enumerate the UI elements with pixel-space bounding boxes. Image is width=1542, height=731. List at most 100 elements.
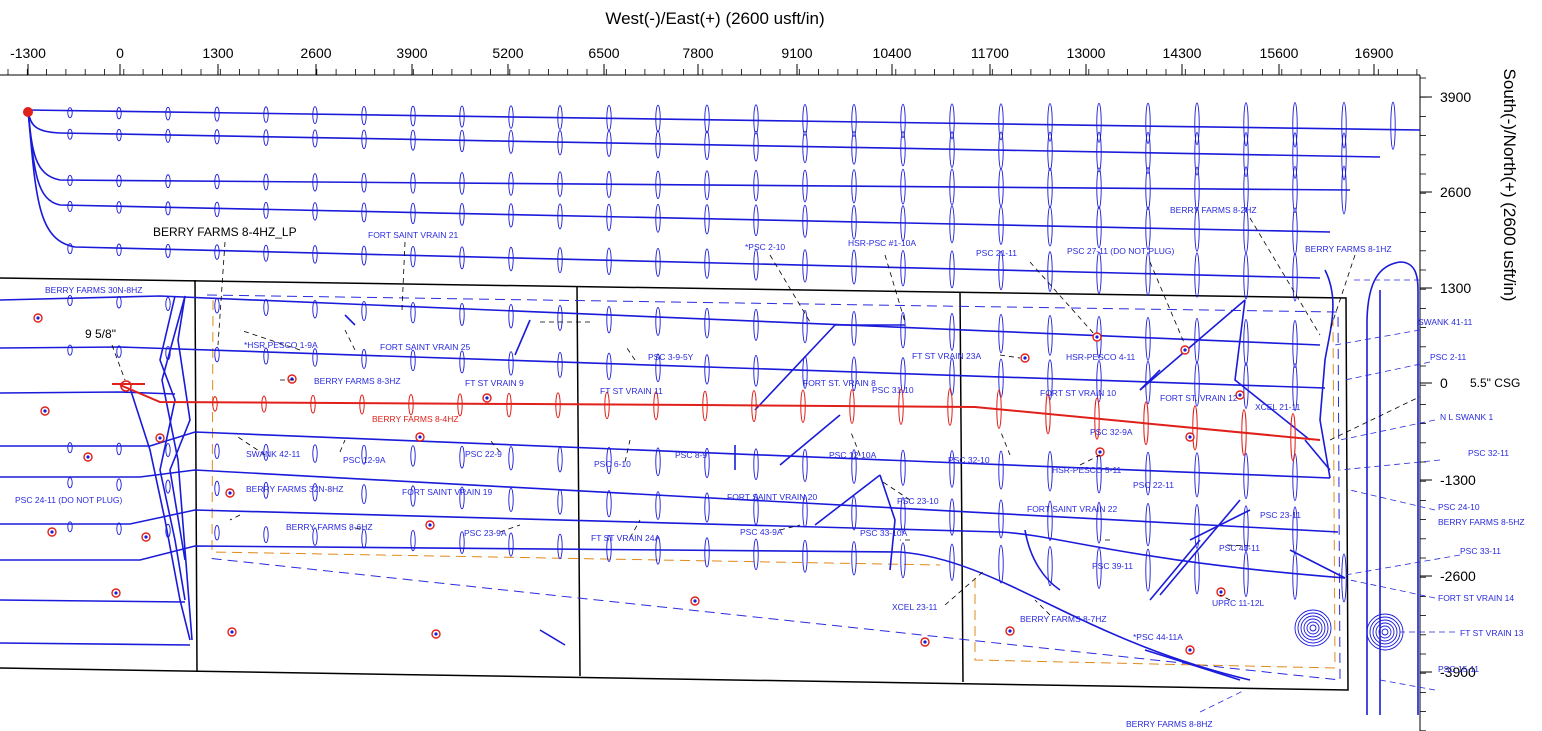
- uncertainty-ellipse: [704, 447, 710, 479]
- uncertainty-ellipse: [655, 307, 661, 336]
- uncertainty-ellipse: [606, 534, 612, 562]
- uncertainty-ellipse: [1292, 132, 1298, 179]
- uncertainty-ellipse: [410, 445, 416, 467]
- well-label: PSC 24-11 (DO NOT PLUG): [15, 495, 123, 505]
- planned-uncertainty-ellipse: [310, 395, 316, 414]
- uncertainty-ellipse: [1243, 319, 1249, 366]
- uncertainty-ellipse: [263, 106, 269, 123]
- offset-wellbore: [1289, 549, 1346, 579]
- well-label: PSC 3-9-5Y: [648, 352, 694, 362]
- planned-uncertainty-ellipse: [800, 389, 806, 423]
- uncertainty-ellipse: [1096, 251, 1102, 294]
- uncertainty-ellipse: [361, 245, 367, 266]
- uncertainty-ellipse: [753, 354, 759, 387]
- uncertainty-ellipse: [508, 304, 514, 329]
- uncertainty-ellipse: [655, 353, 661, 383]
- uncertainty-ellipse: [508, 351, 514, 376]
- uncertainty-ellipse: [704, 204, 710, 235]
- uncertainty-ellipse: [165, 129, 171, 143]
- uncertainty-ellipse: [459, 105, 465, 128]
- uncertainty-ellipse: [851, 311, 857, 346]
- well-label: SWANK 41-11: [1418, 317, 1473, 327]
- well-label: PSC 33-11: [1460, 546, 1501, 556]
- uncertainty-ellipse: [410, 245, 416, 268]
- uncertainty-ellipse: [1292, 320, 1298, 369]
- y-axis: 3900 2600 1300 0 -1300 -2600 -3900: [1419, 75, 1476, 731]
- leader-lines: [111, 217, 1420, 616]
- offset-wellbore: [539, 629, 566, 646]
- planned-uncertainty-ellipse: [359, 394, 365, 415]
- uncertainty-ellipse: [998, 544, 1004, 584]
- uncertainty-ellipse: [1145, 131, 1151, 175]
- uncertainty-ellipse: [410, 529, 416, 552]
- uncertainty-ellipse: [1292, 552, 1298, 600]
- y-axis-title: South(-)/North(+) (2600 usft/in): [1500, 69, 1519, 302]
- uncertainty-ellipse: [655, 447, 661, 477]
- uncertainty-ellipse: [508, 532, 514, 557]
- uncertainty-ellipse: [459, 486, 465, 510]
- offset-wellbore: [27, 109, 1321, 279]
- planned-wellbore-path: [119, 384, 1321, 441]
- y-tick-label: -3900: [1440, 664, 1476, 680]
- uncertainty-ellipse: [802, 355, 808, 389]
- uncertainty-ellipse: [116, 174, 122, 188]
- planned-uncertainty-ellipse: [1241, 409, 1247, 456]
- leader-line: [999, 429, 1011, 456]
- uncertainty-ellipse: [263, 201, 269, 219]
- uncertainty-ellipse: [67, 200, 73, 212]
- well-label: PSC 6-10: [594, 459, 631, 469]
- uncertainty-ellipse: [165, 296, 171, 311]
- x-tick-label: 5200: [492, 45, 523, 61]
- uncertainty-ellipse: [802, 169, 808, 203]
- uncertainty-ellipse: [1194, 549, 1200, 595]
- uncertainty-ellipse: [1341, 101, 1347, 149]
- well-label: FORT ST VRAIN 10: [1040, 388, 1116, 398]
- uncertainty-ellipse: [459, 531, 465, 554]
- uncertainty-ellipse: [1194, 361, 1200, 407]
- well-label: PSC 43-9A: [740, 527, 783, 537]
- y-tick-label: 0: [1440, 375, 1448, 391]
- well-label: FORT ST VRAIN 14: [1438, 593, 1514, 603]
- uncertainty-ellipse: [1145, 252, 1151, 296]
- x-tick-label: 14300: [1163, 45, 1202, 61]
- uncertainty-ellipse: [214, 129, 220, 145]
- planned-uncertainty-ellipse: [1290, 413, 1296, 462]
- well-label: BERRY FARMS 8-3HZ: [314, 376, 401, 386]
- uncertainty-ellipse: [165, 523, 171, 538]
- uncertainty-ellipse: [655, 204, 661, 233]
- section-divider-3: [959, 291, 964, 683]
- uncertainty-ellipse: [606, 306, 612, 334]
- leader-line: [1199, 689, 1246, 713]
- uncertainty-ellipse: [361, 528, 367, 549]
- uncertainty-ellipse: [949, 498, 955, 536]
- well-label: *PSC 2-10: [745, 242, 785, 252]
- uncertainty-ellipse: [606, 352, 612, 381]
- uncertainty-ellipse: [1145, 360, 1151, 405]
- x-tick-label: 15600: [1260, 45, 1299, 61]
- x-tick-label: 16900: [1355, 45, 1394, 61]
- well-label: PSC 27-11 (DO NOT PLUG): [1067, 246, 1175, 256]
- leader-line: [1349, 489, 1436, 511]
- uncertainty-ellipse: [949, 205, 955, 244]
- uncertainty-ellipse: [802, 130, 808, 164]
- uncertainty-ellipse: [1292, 102, 1298, 148]
- x-tick-label: 0: [116, 45, 124, 61]
- leader-line: [499, 524, 521, 533]
- uncertainty-ellipse: [312, 202, 318, 221]
- offset-wellbores: [0, 101, 1420, 715]
- well-label: PSC 39-11: [1092, 561, 1133, 571]
- uncertainty-ellipse: [1047, 500, 1053, 541]
- uncertainty-ellipse: [312, 444, 318, 463]
- uncertainty-ellipse: [1194, 504, 1200, 549]
- uncertainty-ellipse: [508, 446, 514, 471]
- uncertainty-ellipse: [410, 485, 416, 507]
- uncertainty-ellipse: [410, 349, 416, 372]
- concentric-target-ring: [1372, 619, 1398, 645]
- leader-line: [401, 241, 406, 311]
- uncertainty-ellipse: [312, 245, 318, 264]
- uncertainty-ellipse: [998, 314, 1004, 354]
- uncertainty-ellipse: [851, 205, 857, 240]
- offset-wellbore: [169, 295, 191, 561]
- offset-wellbore: [1159, 499, 1241, 596]
